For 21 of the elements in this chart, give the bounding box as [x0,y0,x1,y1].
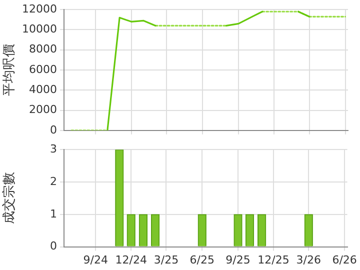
x-tick-label: 12/25 [258,253,290,266]
y-tick-label: 0 [50,240,57,253]
x-tick-label: 3/26 [296,253,321,266]
y-tick-label: 2000 [29,103,57,116]
x-tick-label: 9/24 [83,253,108,266]
x-tick-label: 6/26 [332,253,357,266]
y-axis-title: 平均呎價 [2,44,18,96]
x-tick-label: 9/25 [226,253,250,266]
y-tick-label: 6000 [29,62,57,76]
y-tick-label: 12000 [22,2,57,16]
y-tick-label: 3 [50,142,57,156]
x-tick-label: 6/25 [190,253,214,266]
x-tick-label: 3/25 [154,253,179,266]
y-tick-label: 8000 [29,42,57,56]
y-tick-label: 0 [50,123,57,136]
y-axis-title: 成交宗數 [1,172,18,224]
x-tick-label: 12/24 [115,253,147,266]
y-tick-label: 1 [50,207,57,220]
y-tick-label: 4000 [29,82,57,96]
y-tick-label: 2 [50,174,57,188]
y-tick-label: 10000 [22,22,57,36]
